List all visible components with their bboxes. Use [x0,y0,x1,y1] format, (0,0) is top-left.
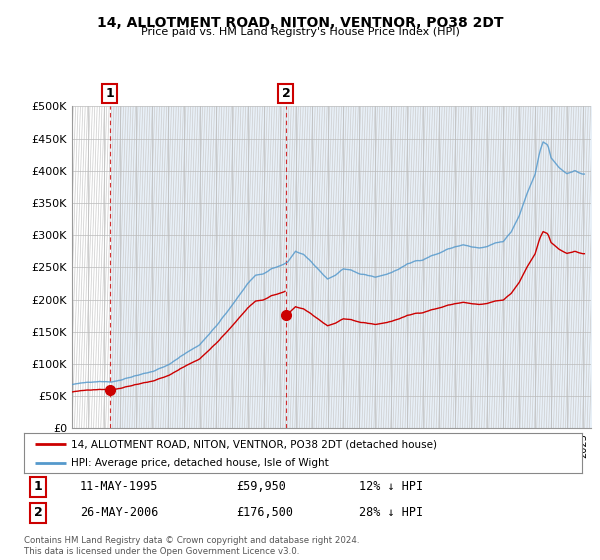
Text: 2: 2 [34,506,43,520]
Text: Contains HM Land Registry data © Crown copyright and database right 2024.
This d: Contains HM Land Registry data © Crown c… [24,536,359,556]
Text: 28% ↓ HPI: 28% ↓ HPI [359,506,423,520]
Text: 14, ALLOTMENT ROAD, NITON, VENTNOR, PO38 2DT: 14, ALLOTMENT ROAD, NITON, VENTNOR, PO38… [97,16,503,30]
Text: 12% ↓ HPI: 12% ↓ HPI [359,480,423,493]
Text: £59,950: £59,950 [236,480,286,493]
Text: 1: 1 [106,87,114,100]
Text: HPI: Average price, detached house, Isle of Wight: HPI: Average price, detached house, Isle… [71,458,329,468]
Text: 14, ALLOTMENT ROAD, NITON, VENTNOR, PO38 2DT (detached house): 14, ALLOTMENT ROAD, NITON, VENTNOR, PO38… [71,439,437,449]
Text: 26-MAY-2006: 26-MAY-2006 [80,506,158,520]
Text: Price paid vs. HM Land Registry's House Price Index (HPI): Price paid vs. HM Land Registry's House … [140,27,460,37]
Text: 2: 2 [281,87,290,100]
Text: 11-MAY-1995: 11-MAY-1995 [80,480,158,493]
Text: 1: 1 [34,480,43,493]
Text: £176,500: £176,500 [236,506,293,520]
